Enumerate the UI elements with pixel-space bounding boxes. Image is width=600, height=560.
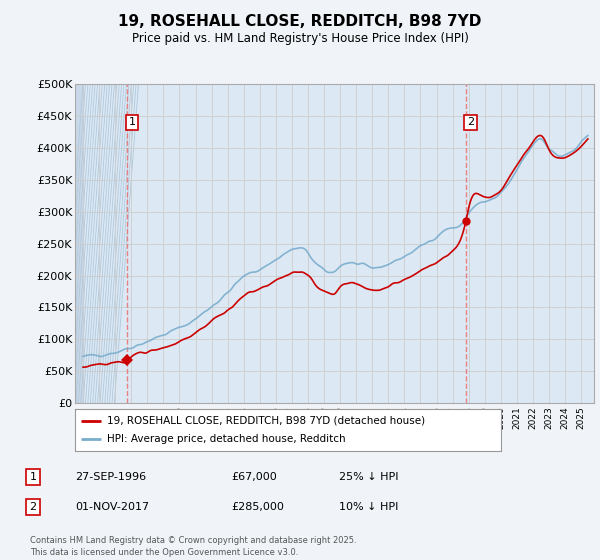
Text: 25% ↓ HPI: 25% ↓ HPI [339,472,398,482]
Text: 10% ↓ HPI: 10% ↓ HPI [339,502,398,512]
Text: 19, ROSEHALL CLOSE, REDDITCH, B98 7YD (detached house): 19, ROSEHALL CLOSE, REDDITCH, B98 7YD (d… [107,416,425,426]
Text: £285,000: £285,000 [231,502,284,512]
Text: 1: 1 [128,117,136,127]
Text: Price paid vs. HM Land Registry's House Price Index (HPI): Price paid vs. HM Land Registry's House … [131,32,469,45]
Text: 01-NOV-2017: 01-NOV-2017 [75,502,149,512]
Text: 1: 1 [29,472,37,482]
Text: 2: 2 [467,117,475,127]
Text: 2: 2 [29,502,37,512]
Text: 27-SEP-1996: 27-SEP-1996 [75,472,146,482]
Text: 19, ROSEHALL CLOSE, REDDITCH, B98 7YD: 19, ROSEHALL CLOSE, REDDITCH, B98 7YD [118,14,482,29]
Text: £67,000: £67,000 [231,472,277,482]
Text: HPI: Average price, detached house, Redditch: HPI: Average price, detached house, Redd… [107,434,346,444]
Polygon shape [75,84,83,403]
Text: Contains HM Land Registry data © Crown copyright and database right 2025.
This d: Contains HM Land Registry data © Crown c… [30,536,356,557]
